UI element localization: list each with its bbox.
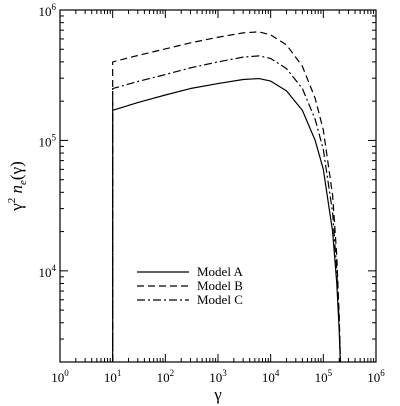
y-axis-title-mid: n: [7, 185, 26, 198]
series-line-2: [112, 31, 342, 363]
y-tick-label: 104: [39, 263, 57, 280]
x-tick-label: 101: [104, 368, 122, 385]
x-tick-label: 103: [209, 368, 227, 385]
y-axis-title-base: γ: [7, 203, 26, 212]
x-axis-ticks: [59, 10, 377, 362]
legend-label: Model B: [197, 278, 243, 293]
y-axis-title-sub: e: [17, 180, 29, 185]
legend-label: Model C: [197, 292, 243, 307]
y-tick-label: 105: [39, 132, 57, 149]
series-line-1: [112, 77, 341, 363]
y-tick-label: 106: [39, 2, 57, 19]
x-axis-tick-labels: 100 101 102 103 104 105 106: [51, 368, 385, 385]
x-tick-label: 105: [315, 368, 333, 385]
x-tick-label: 106: [367, 368, 385, 385]
y-axis-title-tail: (γ): [7, 161, 26, 180]
y-axis-tick-labels: 104 105 106: [39, 2, 57, 280]
series-lines: [112, 31, 342, 363]
y-axis-ticks: [60, 9, 376, 363]
x-axis-title: γ: [213, 385, 222, 404]
x-tick-label: 100: [51, 368, 69, 385]
x-tick-label: 102: [157, 368, 175, 385]
series-line-3: [112, 55, 342, 363]
y-axis-title: γ2 ne(γ): [6, 161, 29, 212]
legend-label: Model A: [197, 264, 243, 279]
x-tick-label: 104: [262, 368, 280, 385]
y-axis-title-sup: 2: [6, 198, 18, 204]
